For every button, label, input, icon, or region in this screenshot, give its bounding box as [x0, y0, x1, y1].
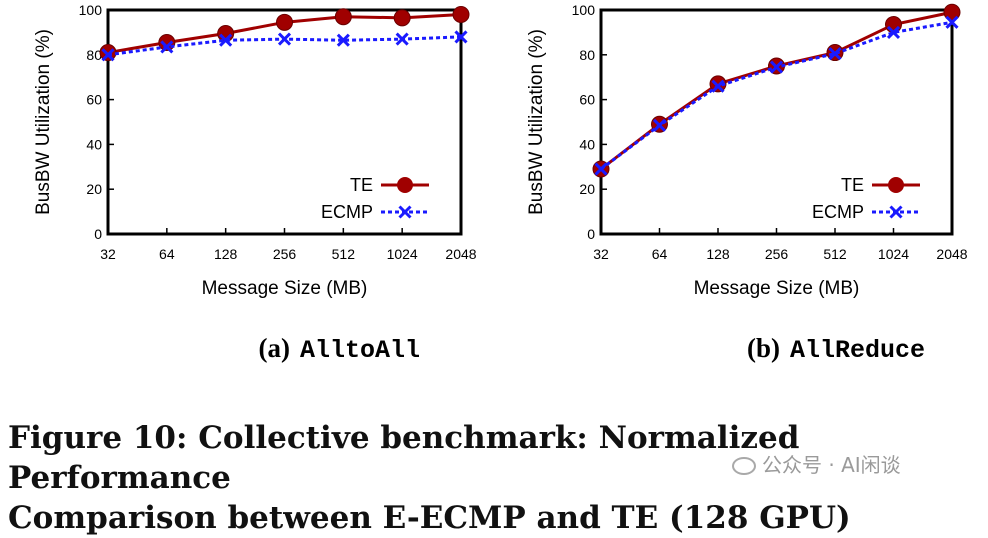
ecmp-series-line	[600, 20, 953, 171]
y-tick-label: 20	[579, 181, 595, 197]
ecmp-data-point	[828, 47, 842, 61]
figure-caption: Figure 10: Collective benchmark: Normali…	[8, 418, 983, 538]
ecmp-data-point	[711, 79, 725, 93]
legend-label-ecmp: ECMP	[321, 202, 373, 222]
ecmp-data-point	[945, 15, 959, 29]
x-axis-label: Message Size (MB)	[694, 278, 860, 299]
y-tick-label: 0	[587, 226, 595, 242]
y-tick-label: 60	[86, 92, 102, 108]
subfigure-label: (b)	[747, 333, 780, 363]
te-data-point	[276, 13, 293, 31]
ecmp-data-point	[886, 25, 901, 39]
x-tick-label: 128	[706, 246, 730, 262]
ecmp-data-point	[395, 32, 409, 46]
y-tick-label: 100	[79, 2, 103, 18]
chart-alltoall: 0 20 40 60 80 100 32 64 128 256 512 1024 2048 Message…	[33, 2, 477, 365]
legend-marker-ecmp	[889, 205, 903, 219]
ecmp-data-point	[219, 33, 233, 47]
te-data-point	[334, 8, 352, 26]
figure: 0 20 40 60 80 100 32 64 128 256 512 1024 2048 Message…	[33, 2, 968, 365]
x-tick-label: 2048	[936, 246, 967, 262]
ecmp-data-point	[336, 33, 350, 47]
caption-line-2: Comparison between E-ECMP and TE (128 GP…	[8, 500, 851, 536]
legend-marker-te	[888, 177, 904, 193]
te-data-point	[709, 75, 727, 93]
y-tick-label: 80	[86, 47, 102, 63]
x-tick-label: 512	[332, 246, 356, 262]
x-tick-label: 1024	[387, 246, 418, 262]
y-tick-label: 40	[86, 136, 102, 152]
chart-allreduce: 0 20 40 60 80 100 32 64 128 256 512 1024 2048 Message…	[526, 2, 968, 365]
legend-marker-te	[397, 177, 413, 193]
x-tick-label: 32	[593, 246, 609, 262]
y-axis-label: BusBW Utilization (%)	[526, 29, 547, 215]
watermark: 公众号 · AI闲谈	[732, 449, 901, 478]
caption-line-1: Figure 10: Collective benchmark: Normali…	[8, 420, 800, 496]
ecmp-data-point	[277, 32, 292, 46]
x-tick-label: 1024	[878, 246, 909, 262]
legend-label-ecmp: ECMP	[812, 202, 864, 222]
y-tick-label: 80	[579, 47, 595, 63]
y-tick-label: 60	[579, 92, 595, 108]
ecmp-data-point	[101, 48, 115, 62]
x-tick-label: 256	[765, 246, 789, 262]
subfigure-name: AllReduce	[790, 336, 925, 365]
ecmp-data-point	[454, 30, 468, 44]
x-tick-label: 256	[273, 246, 297, 262]
x-tick-label: 64	[159, 246, 175, 262]
legend-label-te: TE	[841, 175, 864, 195]
legend-label-te: TE	[350, 175, 373, 195]
te-data-point	[393, 9, 411, 27]
wechat-icon	[732, 457, 756, 475]
te-data-point	[99, 44, 117, 62]
te-data-point	[452, 5, 470, 23]
te-data-point	[885, 16, 902, 34]
te-series-line	[600, 10, 953, 171]
x-axis-label: Message Size (MB)	[202, 278, 368, 299]
watermark-text: 公众号 · AI闲谈	[762, 453, 901, 477]
x-tick-label: 32	[100, 246, 116, 262]
subfigure-label: (a)	[259, 333, 290, 363]
y-tick-label: 100	[572, 2, 596, 18]
y-tick-label: 0	[94, 226, 102, 242]
y-tick-label: 40	[579, 136, 595, 152]
ecmp-data-point	[769, 60, 784, 74]
y-axis-label: BusBW Utilization (%)	[33, 29, 54, 215]
x-tick-label: 128	[214, 246, 238, 262]
ecmp-data-point	[160, 40, 174, 54]
ecmp-data-point	[652, 118, 667, 132]
ecmp-data-point	[594, 162, 608, 176]
subfigure-name: AlltoAll	[300, 336, 420, 365]
x-tick-label: 64	[652, 246, 668, 262]
legend-marker-ecmp	[398, 205, 412, 219]
x-tick-label: 512	[823, 246, 847, 262]
y-tick-label: 20	[86, 181, 102, 197]
x-tick-label: 2048	[445, 246, 476, 262]
